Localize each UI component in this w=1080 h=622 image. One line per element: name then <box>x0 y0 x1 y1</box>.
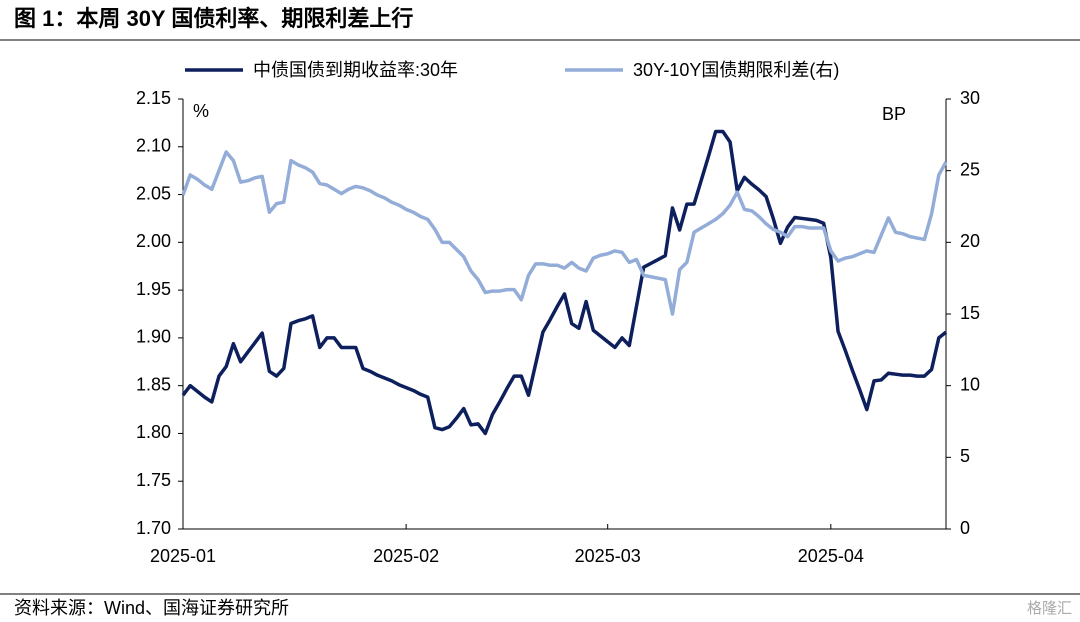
y-tick-label: 2.05 <box>136 183 171 203</box>
chart-title: 图 1：本周 30Y 国债利率、期限利差上行 <box>14 6 413 31</box>
y2-tick-label: 25 <box>960 159 980 179</box>
y2-tick-label: 15 <box>960 303 980 323</box>
legend-label: 30Y-10Y国债期限利差(右) <box>633 60 839 80</box>
watermark: 格隆汇 <box>1027 600 1072 617</box>
y-tick-label: 2.00 <box>136 231 171 251</box>
y-tick-label: 1.75 <box>136 470 171 490</box>
legend-label: 中债国债到期收益率:30年 <box>253 60 458 80</box>
y-tick-label: 2.10 <box>136 136 171 156</box>
y-tick-label: 1.90 <box>136 327 171 347</box>
series-line <box>181 150 948 316</box>
y2-axis-label: BP <box>882 104 906 124</box>
y-tick-label: 1.95 <box>136 279 171 299</box>
y2-tick-label: 30 <box>960 88 980 108</box>
y2-tick-label: 5 <box>960 446 970 466</box>
source: 资料来源：Wind、国海证券研究所 <box>14 598 289 618</box>
series-line <box>181 129 948 436</box>
x-tick-label: 2025-02 <box>373 546 439 566</box>
x-tick-label: 2025-03 <box>575 546 641 566</box>
y-axis-label: % <box>193 101 209 121</box>
y2-tick-label: 0 <box>960 518 970 538</box>
y-tick-label: 1.80 <box>136 422 171 442</box>
y2-tick-label: 20 <box>960 231 980 251</box>
y2-tick-label: 10 <box>960 374 980 394</box>
y-tick-label: 1.70 <box>136 518 171 538</box>
y-tick-label: 1.85 <box>136 374 171 394</box>
x-tick-label: 2025-01 <box>150 546 216 566</box>
y-tick-label: 2.15 <box>136 88 171 108</box>
x-tick-label: 2025-04 <box>798 546 864 566</box>
